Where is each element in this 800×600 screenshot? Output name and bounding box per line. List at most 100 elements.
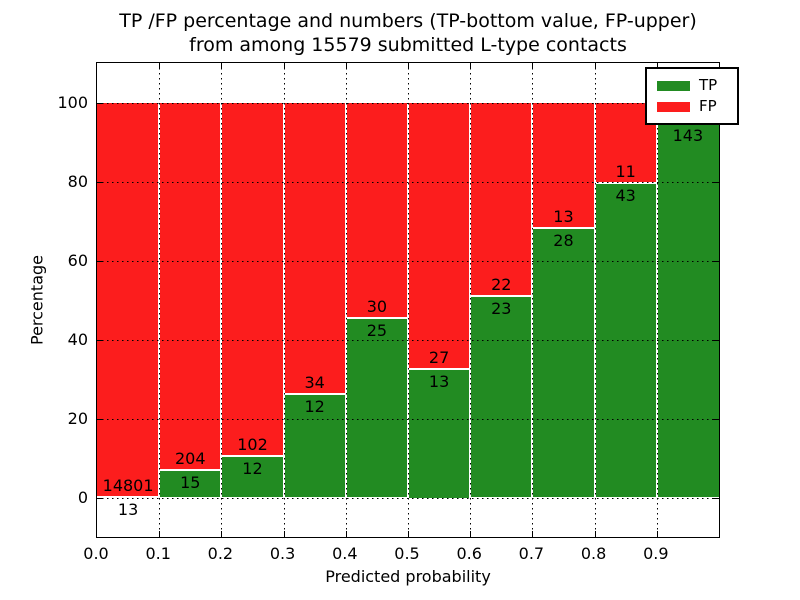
y-tick-mark bbox=[97, 181, 103, 183]
y-tick-mark bbox=[97, 260, 103, 262]
fp-bar bbox=[97, 102, 160, 498]
x-tick-label: 0.1 bbox=[145, 544, 171, 563]
x-tick-mark bbox=[470, 63, 472, 69]
fp-count-label: 13 bbox=[553, 206, 574, 226]
bar-edge-boundary bbox=[159, 469, 222, 472]
tp-count-label: 143 bbox=[672, 126, 704, 146]
x-gridline bbox=[159, 63, 161, 537]
tp-count-label: 43 bbox=[615, 185, 636, 205]
fp-bar bbox=[283, 102, 346, 395]
tp-count-label: 15 bbox=[180, 473, 201, 493]
fp-count-label: 30 bbox=[366, 296, 388, 316]
tp-count-label: 23 bbox=[491, 298, 512, 318]
x-tick-mark bbox=[408, 63, 409, 69]
x-gridline bbox=[532, 63, 534, 537]
tp-legend-label: TP bbox=[699, 76, 718, 94]
plot-area: 14801 13 204 15 102 12 34 12 30 25 27 13 22 23 13 28 11 4… bbox=[96, 62, 739, 538]
x-tick-mark bbox=[408, 531, 409, 537]
x-gridline bbox=[283, 63, 285, 537]
bar-edge-boundary bbox=[408, 368, 471, 371]
fp-bar bbox=[470, 102, 533, 296]
fp-bar bbox=[345, 102, 408, 318]
x-tick-mark bbox=[221, 63, 223, 69]
x-axis-label: Predicted probability bbox=[325, 567, 491, 586]
x-gridline bbox=[345, 63, 347, 537]
x-tick-mark bbox=[283, 63, 285, 69]
fp-count-label: 27 bbox=[428, 348, 450, 368]
x-tick-mark bbox=[656, 531, 658, 537]
y-gridline bbox=[97, 260, 719, 262]
tp-bar bbox=[345, 317, 408, 498]
y-tick-label: 100 bbox=[57, 92, 88, 112]
tp-legend-swatch bbox=[657, 80, 690, 91]
y-tick-label: 60 bbox=[67, 250, 88, 270]
tp-count-label: 13 bbox=[428, 372, 450, 392]
y-tick-label: 80 bbox=[67, 171, 88, 191]
bar-edge-boundary bbox=[221, 454, 284, 457]
x-tick-label: 0.5 bbox=[394, 544, 420, 563]
tp-bar bbox=[159, 470, 222, 498]
bar-edge-boundary bbox=[594, 181, 657, 184]
y-gridline bbox=[97, 339, 719, 341]
x-tick-label: 0.2 bbox=[207, 544, 234, 563]
tp-bar bbox=[532, 227, 595, 498]
x-tick-mark bbox=[159, 63, 161, 69]
y-gridline bbox=[97, 181, 719, 183]
legend-row-fp: FP bbox=[657, 96, 729, 117]
y-gridline bbox=[97, 497, 719, 499]
fp-count-label: 11 bbox=[615, 161, 636, 181]
tp-count-label: 12 bbox=[242, 458, 263, 478]
tp-bar bbox=[283, 394, 346, 498]
y-tick-mark bbox=[97, 102, 103, 104]
y-tick-mark bbox=[97, 497, 103, 499]
fp-bar bbox=[408, 102, 471, 370]
x-gridline bbox=[408, 63, 409, 537]
fp-count-label: 14801 bbox=[102, 476, 154, 496]
legend: TP FP bbox=[645, 67, 739, 125]
x-gridline bbox=[656, 63, 658, 537]
y-tick-label: 40 bbox=[67, 329, 88, 349]
y-gridline bbox=[97, 418, 719, 420]
y-tick-label: 20 bbox=[67, 408, 88, 428]
fp-count-label: 204 bbox=[175, 449, 206, 469]
bar-edge-boundary bbox=[345, 316, 408, 319]
y-tick-label: 0 bbox=[77, 487, 88, 507]
x-tick-mark bbox=[656, 63, 658, 69]
y-tick-mark bbox=[713, 497, 719, 499]
x-tick-label: 0.4 bbox=[332, 544, 358, 563]
x-tick-mark bbox=[159, 531, 161, 537]
fp-count-label: 34 bbox=[304, 373, 325, 393]
bar-edge-boundary bbox=[283, 393, 346, 396]
x-tick-label: 0.6 bbox=[456, 544, 482, 563]
y-gridline bbox=[97, 102, 719, 104]
tp-bar bbox=[408, 369, 471, 498]
tp-bar bbox=[656, 123, 719, 498]
tp-count-label: 28 bbox=[553, 230, 574, 250]
bar-edge-boundary bbox=[97, 496, 160, 499]
x-gridline bbox=[594, 63, 596, 537]
y-tick-mark bbox=[713, 181, 719, 183]
plot-inner: 14801 13 204 15 102 12 34 12 30 25 27 13 22 23 13 28 11 4… bbox=[97, 63, 719, 537]
x-gridline bbox=[221, 63, 223, 537]
tp-count-label: 25 bbox=[366, 320, 388, 340]
x-tick-mark bbox=[345, 63, 347, 69]
fp-bar bbox=[221, 102, 284, 456]
x-gridline bbox=[470, 63, 472, 537]
fp-count-label: 22 bbox=[491, 274, 512, 294]
x-tick-mark bbox=[532, 531, 534, 537]
y-tick-mark bbox=[713, 339, 719, 341]
x-tick-label: 0.7 bbox=[518, 544, 545, 563]
x-tick-label: 0.9 bbox=[643, 544, 669, 563]
chart-title-line1: TP /FP percentage and numbers (TP-bottom… bbox=[119, 10, 697, 32]
fp-bar bbox=[159, 102, 222, 471]
y-tick-mark bbox=[97, 418, 103, 420]
bar-edge-boundary bbox=[470, 294, 533, 297]
x-tick-mark bbox=[283, 531, 285, 537]
x-tick-mark bbox=[594, 531, 596, 537]
legend-row-tp: TP bbox=[657, 75, 729, 96]
fp-legend-label: FP bbox=[699, 97, 717, 115]
x-tick-label: 0.3 bbox=[269, 544, 296, 563]
fp-count-label: 102 bbox=[237, 434, 268, 454]
fp-bar bbox=[532, 102, 595, 228]
